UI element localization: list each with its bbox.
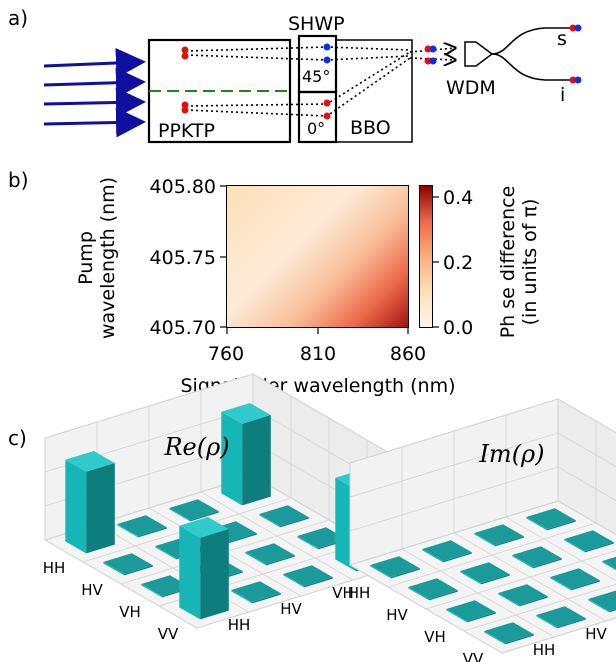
colorbar	[419, 185, 433, 328]
col-label: HV	[280, 600, 302, 618]
pump-arrow	[43, 107, 146, 138]
row-label: VV	[463, 650, 484, 662]
col-label: VH	[332, 584, 354, 602]
angle-0-label: 0°	[307, 119, 325, 138]
bar-VH-HV	[498, 584, 548, 607]
bar-HH-VH	[169, 499, 219, 522]
col-label: HV	[585, 625, 607, 643]
bar-HV-VH	[512, 546, 562, 569]
angle-45-label: 45°	[302, 67, 330, 86]
bar-VV-HV	[536, 606, 586, 629]
bar-HH-HV	[422, 540, 472, 563]
pump-arrow	[43, 67, 146, 98]
phase-heatmap	[226, 185, 409, 328]
photon-dots	[181, 43, 437, 120]
bbo-label: BBO	[350, 117, 391, 139]
density-bar-chart-1: 00.20.40.6HHHVVHVVHHHVVHVVIm(ρ)	[348, 398, 616, 662]
fiber-signal	[491, 27, 570, 55]
ppktp-label: PPKTP	[158, 120, 215, 142]
bar-HV-HH	[408, 578, 458, 601]
bar-HV-VV	[564, 530, 614, 553]
density-bar-chart-0: 00.20.40.6HHHVVHVVHHHVVHVVRe(ρ)	[43, 373, 438, 643]
bar-HH-HH	[65, 451, 115, 554]
pump-arrow	[43, 87, 146, 118]
bar-VV-HH	[484, 622, 534, 645]
row-label: HH	[348, 584, 371, 602]
col-label: HH	[533, 641, 556, 659]
bar-VH-VV	[602, 556, 616, 571]
setup-schematic: SHWP 45° 0° PPKTP BBO WDM s i	[43, 13, 582, 144]
bar-VV-VH	[283, 565, 333, 588]
pump-arrows	[43, 48, 146, 138]
chart-title: Im(ρ)	[478, 440, 544, 468]
bar-VV-HV	[231, 581, 281, 604]
bar-VH-HH	[446, 600, 496, 623]
row-label: VH	[119, 603, 141, 621]
bar-VV-HH	[179, 517, 229, 620]
bar-HV-HV	[460, 562, 510, 585]
bar-VH-VH	[245, 543, 295, 566]
panel-label-a: a)	[8, 6, 29, 30]
row-label: HV	[81, 581, 103, 599]
bar-VV-VH	[588, 590, 616, 613]
signal-label: s	[557, 28, 567, 50]
bar-HH-HH	[370, 556, 420, 579]
signal-dot-blue	[574, 24, 582, 32]
bar-HV-VV	[259, 505, 309, 528]
bar-VH-HH	[141, 575, 191, 598]
col-label: HH	[228, 616, 251, 634]
bar-HH-HV	[117, 515, 167, 538]
bar-HH-VV	[221, 403, 271, 506]
bar-VH-VH	[550, 568, 600, 591]
row-label: VH	[424, 628, 446, 646]
row-label: HH	[43, 559, 66, 577]
wdm-label: WDM	[446, 77, 496, 99]
heatmap-frame	[226, 185, 409, 328]
bar-HH-VV	[526, 508, 576, 531]
bar-HH-VH	[474, 524, 524, 547]
idler-label: i	[560, 84, 565, 106]
wdm-box	[464, 41, 494, 67]
idler-dot-blue	[574, 76, 582, 84]
bar-HV-HH	[103, 553, 153, 576]
signal-dot-red	[569, 24, 577, 32]
chart-title: Re(ρ)	[163, 433, 229, 461]
fiber-idler	[491, 53, 570, 81]
idler-dot-red	[569, 76, 577, 84]
row-label: HV	[386, 606, 408, 624]
pump-arrow	[43, 48, 146, 78]
shwp-label: SHWP	[288, 13, 345, 35]
bbo-crystal	[335, 39, 413, 143]
panel-label-b: b)	[8, 168, 29, 192]
bar-VH-VV	[297, 527, 347, 550]
panel-label-c: c)	[8, 426, 27, 450]
row-label: VV	[158, 625, 179, 643]
